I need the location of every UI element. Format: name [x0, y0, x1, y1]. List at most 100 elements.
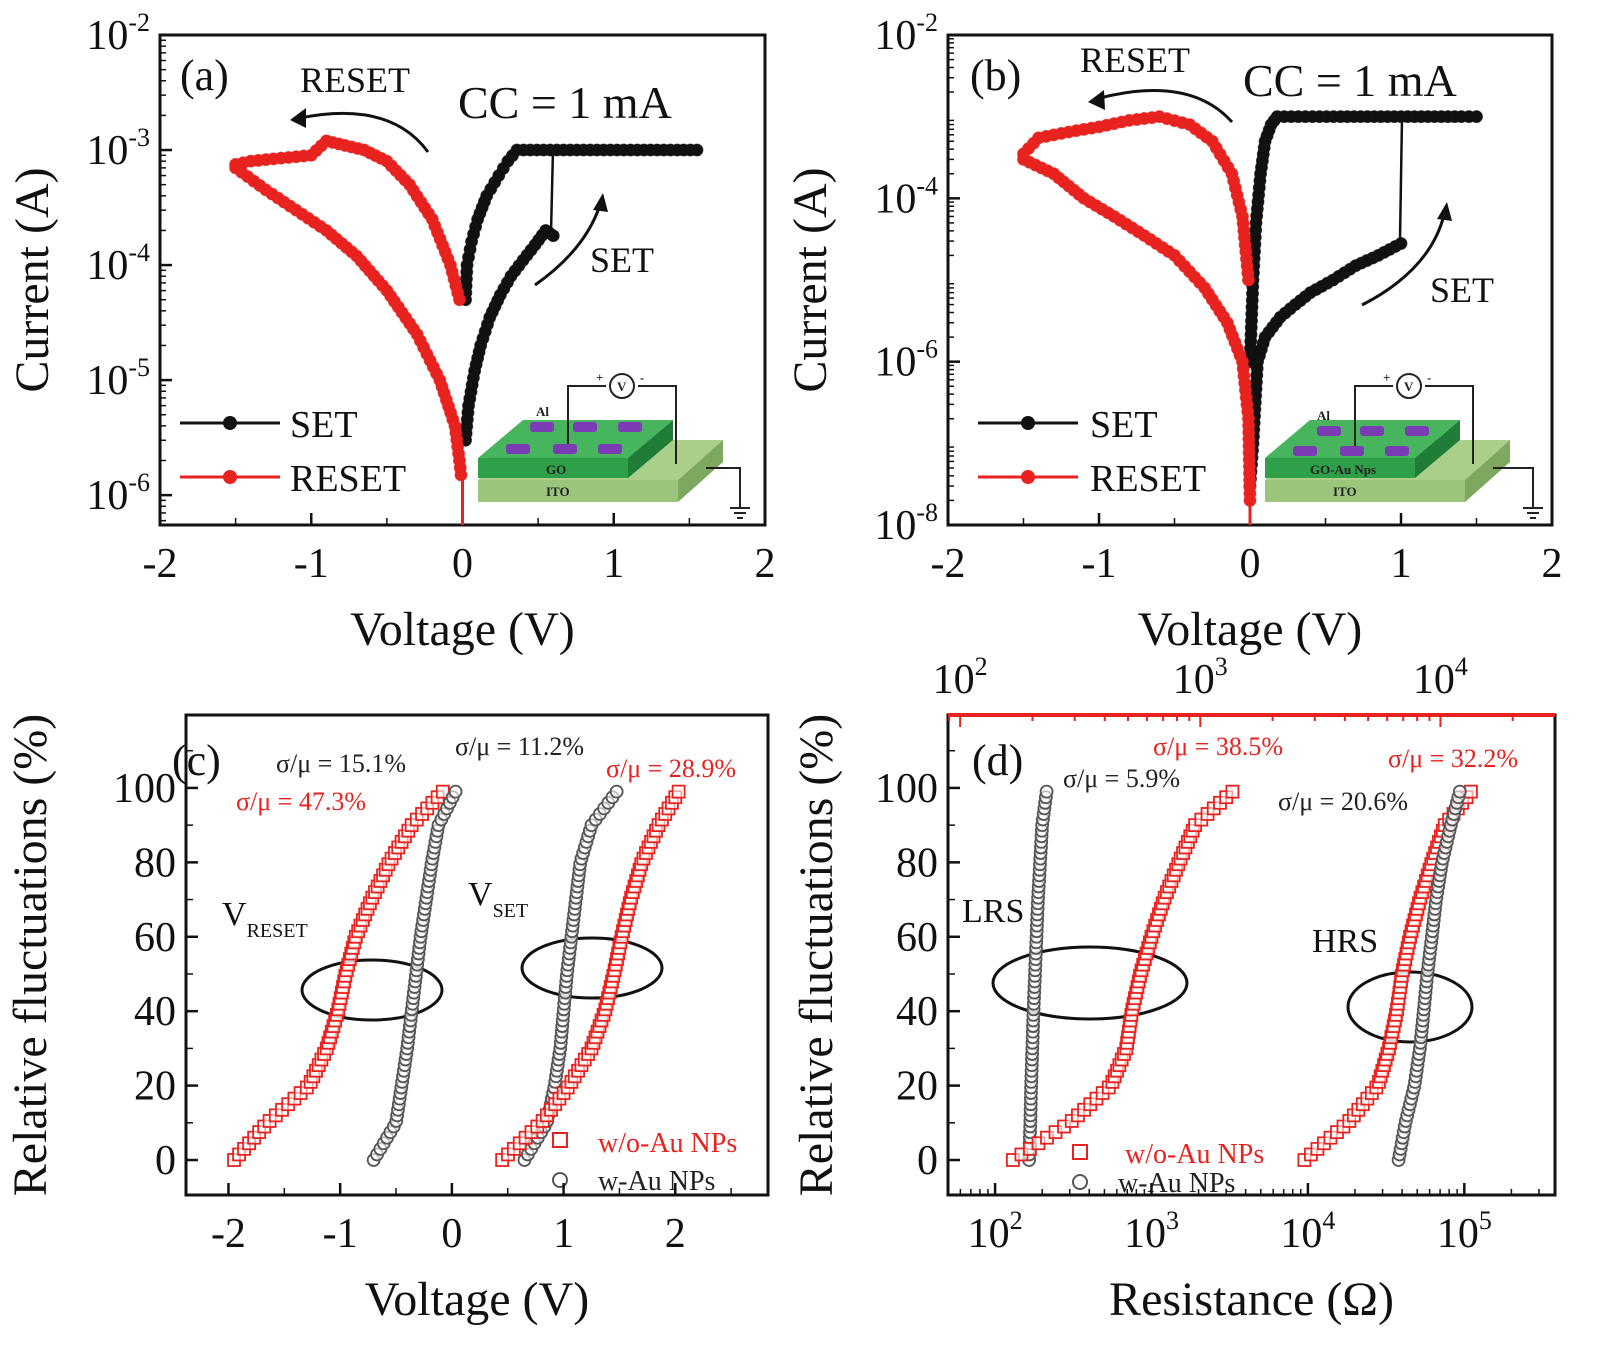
- panel-c-annotations: (c) σ/μ = 15.1% σ/μ = 47.3% σ/μ = 11.2% …: [172, 732, 737, 1197]
- x-tick-label: -1: [1082, 541, 1117, 587]
- series-w-o-au-nps: [495, 784, 686, 1167]
- series-set: [1243, 110, 1483, 369]
- series-line: [1249, 115, 1477, 362]
- x-tick-label: 1: [603, 541, 624, 587]
- minus-label: -: [1427, 370, 1431, 385]
- panel-a-annotations: (a) RESET CC = 1 mA SET: [180, 51, 672, 287]
- legend-reset: RESET: [290, 458, 406, 500]
- data-point: [671, 784, 686, 799]
- cv-hrs-w: σ/μ = 20.6%: [1278, 787, 1408, 816]
- panel-a-label: (a): [180, 51, 229, 100]
- legend-w: w-Au NPs: [598, 1166, 715, 1197]
- x-tick-label: 2: [665, 1211, 686, 1257]
- top-electrode-label: Al: [1317, 408, 1330, 423]
- x-tick-label: 1: [1391, 541, 1412, 587]
- v-reset-label: VRESET: [222, 896, 308, 942]
- y-tick-label: 100: [113, 766, 176, 812]
- data-point: [1452, 784, 1467, 799]
- legend-wo: w/o-Au NPs: [598, 1128, 737, 1159]
- x-axis-label: Resistance (Ω): [1109, 1273, 1394, 1326]
- device-inset-b: V + - Al GO-Au Nps ITO: [1265, 370, 1543, 519]
- x-tick-label: 2: [1542, 541, 1563, 587]
- series-set: [459, 223, 560, 447]
- y-tick-label: 20: [896, 1064, 938, 1110]
- series-w-au-nps: [366, 784, 463, 1167]
- legend-a: SET RESET: [180, 404, 406, 500]
- set-arrowhead-icon: [593, 193, 608, 212]
- y-tick-label: 80: [896, 840, 938, 886]
- series-w-o-au-nps: [1297, 784, 1478, 1167]
- y-tick-label: 10-2: [874, 8, 938, 59]
- y-tick-label: 10-6: [874, 335, 938, 386]
- x-tick-label: -1: [323, 1211, 358, 1257]
- layer-label: GO: [546, 462, 566, 477]
- data-point: [1470, 110, 1483, 124]
- lrs-ellipse: [991, 945, 1189, 1021]
- series-w-au-nps: [1391, 784, 1467, 1167]
- reset-arrow-label: RESET: [300, 60, 410, 100]
- x-tick-label: 103: [1124, 1206, 1179, 1257]
- series-w-o-au-nps: [227, 784, 450, 1167]
- panel-b: -2 -1 0 1 2 10-8 10-6 10-4 10-2 Voltage (V) Curren…: [784, 8, 1563, 656]
- series-set: [459, 143, 704, 307]
- data-point: [1394, 236, 1408, 250]
- set-jump-line: [549, 149, 555, 233]
- plus-label: +: [1383, 370, 1390, 385]
- x-tick-label: 0: [1240, 541, 1261, 587]
- y-tick-label: 0: [917, 1138, 938, 1184]
- x-tick-label: -1: [294, 541, 329, 587]
- series-reset: [1017, 110, 1255, 287]
- bottom-electrode-label: ITO: [546, 484, 570, 499]
- x-tick-label: -2: [143, 541, 178, 587]
- reset-arrowhead-icon: [1088, 90, 1105, 110]
- x-tick-label: -2: [211, 1211, 246, 1257]
- x-tick-label: 105: [1437, 1206, 1492, 1257]
- legend-set: SET: [1090, 404, 1158, 446]
- x-tick-label: 104: [1280, 1206, 1335, 1257]
- y-tick-label: 10-4: [874, 171, 938, 222]
- cv-set-w: σ/μ = 11.2%: [455, 732, 584, 761]
- top-axis-tick-label: 102: [933, 652, 988, 703]
- y-axis-label: Current (A): [6, 167, 59, 392]
- data-point: [454, 468, 468, 482]
- y-tick-label: 0: [155, 1138, 176, 1184]
- cv-hrs-wo: σ/μ = 32.2%: [1388, 744, 1518, 773]
- reset-arrow-icon: [1099, 88, 1234, 124]
- series-w-o-au-nps: [1006, 784, 1240, 1167]
- data-point: [448, 784, 463, 799]
- series-w-au-nps: [1022, 784, 1054, 1167]
- y-tick-label: 40: [134, 989, 176, 1035]
- legend-wo: w/o-Au NPs: [1125, 1139, 1264, 1170]
- data-point: [609, 784, 624, 799]
- cv-set-wo: σ/μ = 28.9%: [606, 754, 736, 783]
- y-tick-label: 60: [134, 915, 176, 961]
- set-arrow-icon: [534, 204, 602, 287]
- data-point: [1225, 784, 1240, 799]
- series-reset: [1017, 152, 1257, 507]
- x-axis-label: Voltage (V): [365, 1273, 589, 1326]
- panel-a: -2 -1 0 1 2 10-6 10-5 10-4 10-3 10-2 Voltage (V) Cu…: [6, 8, 776, 656]
- v-set-label: VSET: [468, 876, 528, 922]
- data-point: [690, 143, 704, 157]
- series-reset: [229, 134, 466, 307]
- y-axis-label: Relative fluctuations (%): [4, 714, 57, 1197]
- panel-d-label: (d): [972, 736, 1023, 785]
- data-point: [546, 229, 560, 243]
- compliance-label: CC = 1 mA: [1243, 55, 1457, 106]
- y-tick-label: 60: [896, 915, 938, 961]
- y-axis-label: Relative fluctuations (%): [790, 714, 843, 1197]
- y-tick-label: 10-4: [86, 238, 150, 289]
- layer-label: GO-Au Nps: [1310, 462, 1376, 477]
- set-arrow-label: SET: [1430, 270, 1494, 310]
- set-arrow-label: SET: [590, 240, 654, 280]
- y-axis-label: Current (A): [784, 167, 837, 392]
- x-tick-label: 102: [968, 1206, 1023, 1257]
- x-axis-label: Voltage (V): [350, 603, 574, 656]
- y-tick-label: 100: [875, 766, 938, 812]
- reset-arrowhead-icon: [290, 108, 306, 128]
- series-reset: [229, 161, 468, 482]
- x-axis-label: Voltage (V): [1138, 603, 1362, 656]
- y-tick-label: 10-6: [86, 468, 150, 519]
- series-line: [1023, 158, 1251, 501]
